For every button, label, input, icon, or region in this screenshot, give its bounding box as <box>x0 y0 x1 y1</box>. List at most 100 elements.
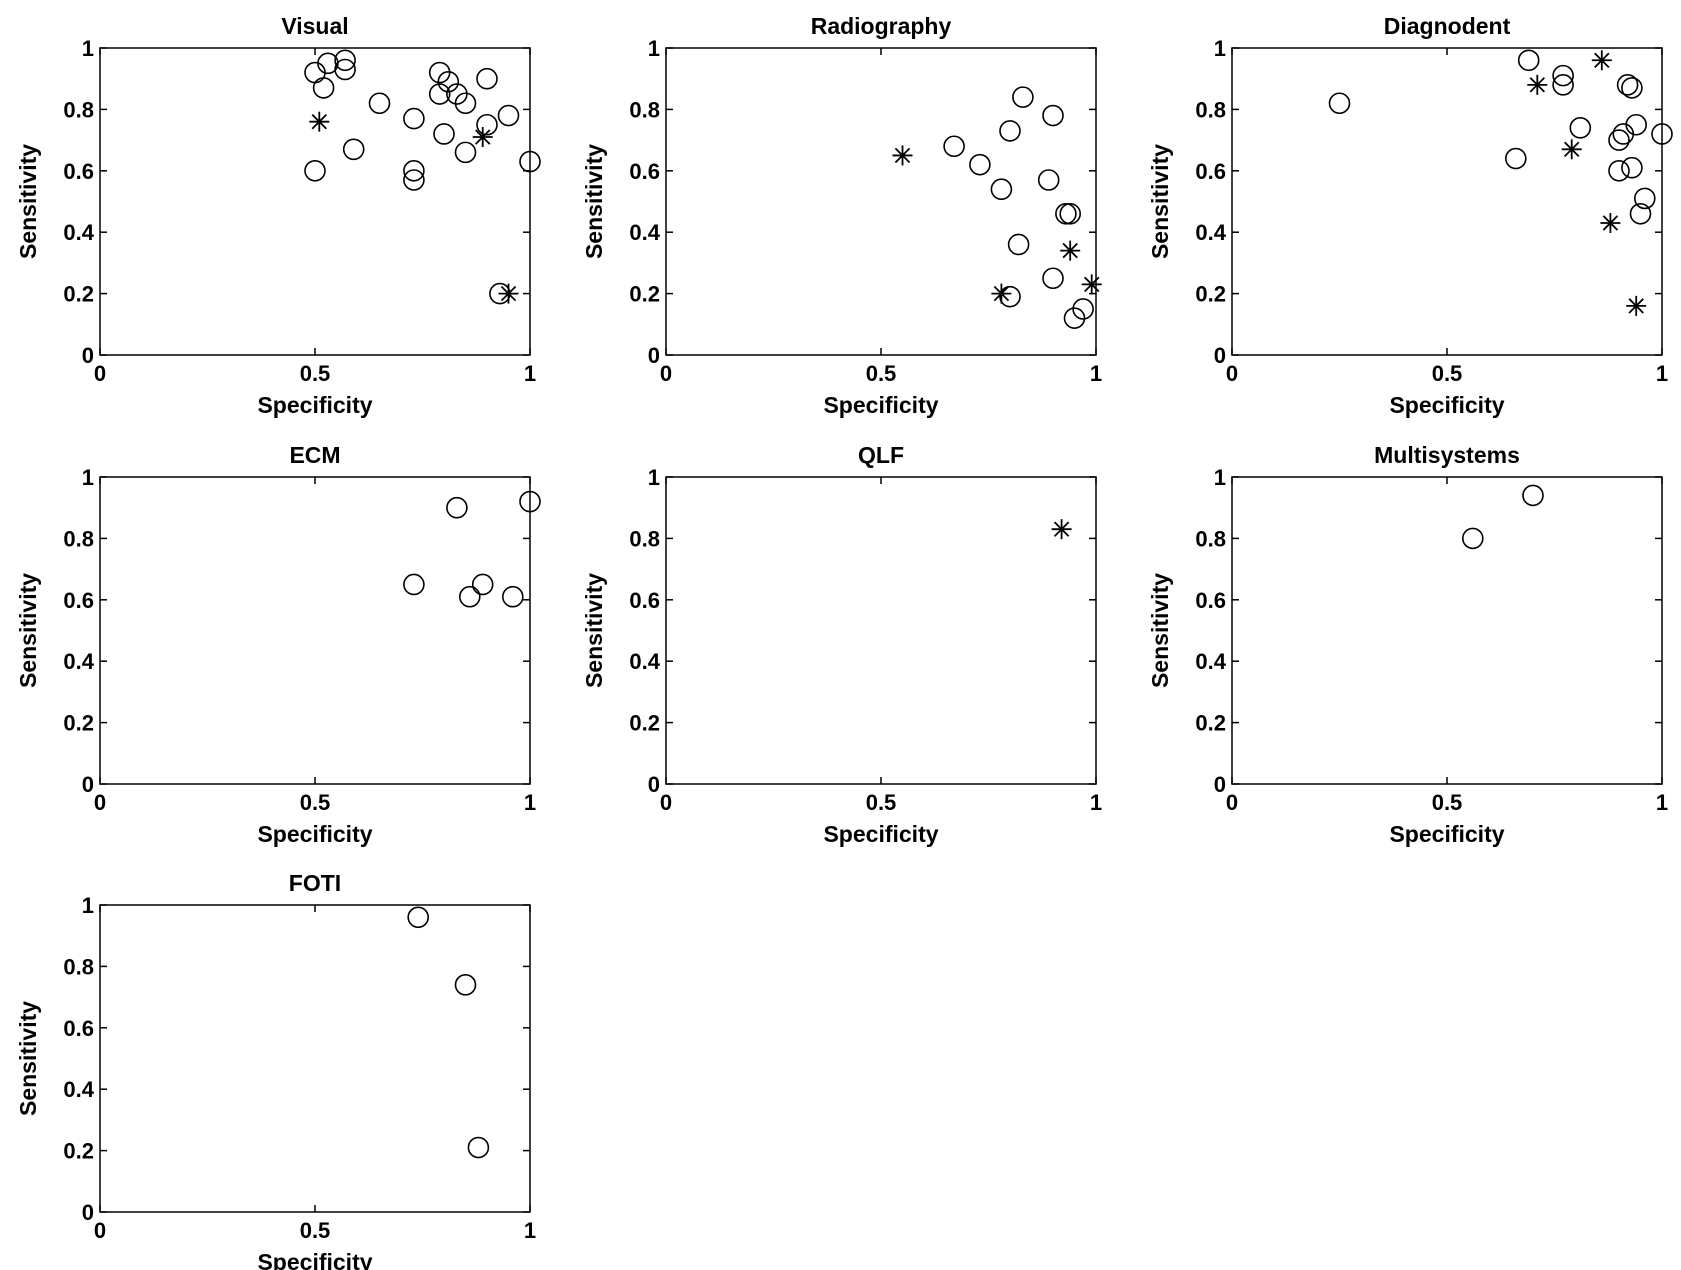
circle-point <box>476 67 498 90</box>
circle-point <box>1608 160 1630 182</box>
y-tick-label: 0.8 <box>1195 526 1226 551</box>
circle-point <box>1621 156 1643 179</box>
y-tick-label: 0.6 <box>63 588 94 613</box>
y-tick-label: 1 <box>1214 465 1226 490</box>
asterisk-point <box>1051 519 1072 540</box>
circle-point <box>467 1136 490 1159</box>
circle-point <box>471 573 494 596</box>
y-tick-label: 0 <box>648 343 660 368</box>
chart-panel-visual: Visual 0 0.5 1 0 0.2 0.4 0.6 0.8 1 Specificity Sens… <box>15 13 541 418</box>
x-axis-label: Specificity <box>823 821 938 847</box>
axes-box <box>1231 476 1663 785</box>
circle-point <box>458 585 481 608</box>
asterisk-stroke <box>1053 521 1070 537</box>
x-axis-label: Specificity <box>257 821 372 847</box>
y-tick-label: 0.8 <box>629 526 660 551</box>
y-tick-label: 0 <box>82 343 94 368</box>
x-tick-label: 0.5 <box>300 1218 331 1243</box>
asterisk-point <box>991 283 1012 304</box>
asterisk-point <box>1600 212 1621 233</box>
circle-point <box>304 160 326 182</box>
circle-point <box>403 107 425 130</box>
y-tick-label: 0.4 <box>63 220 94 245</box>
circle-point <box>454 141 477 164</box>
asterisk-point <box>1081 274 1102 295</box>
circle-point <box>1612 123 1635 145</box>
circle-point <box>943 135 965 158</box>
circle-point <box>1625 113 1647 136</box>
panel-title: Radiography <box>811 13 952 39</box>
asterisk-stroke <box>1083 276 1100 293</box>
circle-point <box>501 585 524 608</box>
circle-point <box>433 123 455 145</box>
y-axis-label: Sensitivity <box>15 1001 41 1116</box>
chart-panel-diagnodent: Diagnodent 0 0.5 1 0 0.2 0.4 0.6 0.8 1 Specificity… <box>1147 13 1673 418</box>
circle-point <box>519 490 541 513</box>
y-tick-label: 0.8 <box>63 97 94 122</box>
asterisk-stroke <box>1062 242 1078 259</box>
circle-point <box>1059 202 1081 225</box>
chart-panel-multisystems: Multisystems 0 0.5 1 0 0.2 0.4 0.6 0.8 1 Specifici… <box>1147 442 1668 847</box>
y-tick-label: 1 <box>1214 36 1226 61</box>
x-axis-label: Specificity <box>823 392 938 418</box>
panel-title: FOTI <box>289 870 341 896</box>
x-axis-label: Specificity <box>257 392 372 418</box>
circle-point <box>407 906 430 929</box>
y-axis-label: Sensitivity <box>15 144 41 259</box>
x-axis-label: Specificity <box>1389 392 1504 418</box>
x-tick-label: 0 <box>1226 361 1238 386</box>
y-axis-label: Sensitivity <box>15 573 41 688</box>
y-tick-label: 0.4 <box>63 1077 94 1102</box>
x-tick-label: 0 <box>94 361 106 386</box>
y-tick-label: 0.6 <box>1195 159 1226 184</box>
circle-point <box>1328 92 1351 115</box>
asterisk-point <box>1561 139 1582 160</box>
asterisk-stroke <box>1563 141 1580 158</box>
circle-point <box>999 120 1021 142</box>
asterisk-stroke <box>500 285 517 302</box>
circle-point <box>1621 77 1643 99</box>
circle-point <box>1569 117 1592 139</box>
x-tick-label: 0.5 <box>866 790 897 815</box>
asterisk-stroke <box>1529 77 1546 93</box>
x-tick-label: 0 <box>660 361 672 386</box>
circle-point <box>454 92 477 115</box>
y-axis-label: Sensitivity <box>581 144 607 259</box>
y-tick-label: 1 <box>82 465 94 490</box>
y-tick-label: 0.2 <box>1195 282 1226 307</box>
panel-title: QLF <box>858 442 904 468</box>
circle-point <box>1042 267 1064 290</box>
asterisk-point <box>498 283 519 304</box>
circle-point <box>1616 74 1639 96</box>
axes-box <box>99 904 531 1213</box>
y-tick-label: 0.2 <box>1195 711 1226 736</box>
y-tick-label: 0.6 <box>63 1016 94 1041</box>
axes-box <box>1231 47 1663 356</box>
circle-point <box>1517 49 1540 72</box>
y-tick-label: 0 <box>1214 343 1226 368</box>
circle-point <box>312 77 335 99</box>
circle-point <box>368 92 391 115</box>
x-tick-label: 0.5 <box>300 361 331 386</box>
y-tick-label: 0.2 <box>629 282 660 307</box>
y-tick-label: 1 <box>648 36 660 61</box>
axes-box <box>665 47 1097 356</box>
circle-point <box>497 104 520 127</box>
x-tick-label: 0.5 <box>1432 361 1463 386</box>
circle-point <box>334 58 356 81</box>
y-tick-label: 0.4 <box>629 649 660 674</box>
circle-point <box>1037 169 1060 191</box>
y-tick-label: 0.8 <box>629 97 660 122</box>
circle-point <box>1552 74 1574 96</box>
circle-point <box>969 153 991 176</box>
y-tick-label: 1 <box>82 893 94 918</box>
y-tick-label: 0.4 <box>629 220 660 245</box>
axes-box <box>99 476 531 785</box>
y-tick-label: 0.2 <box>629 711 660 736</box>
asterisk-stroke <box>1628 298 1644 314</box>
circle-point <box>1629 202 1652 225</box>
asterisk-point <box>472 127 493 148</box>
asterisk-point <box>309 111 330 132</box>
y-tick-label: 1 <box>82 36 94 61</box>
circle-point <box>437 70 460 93</box>
